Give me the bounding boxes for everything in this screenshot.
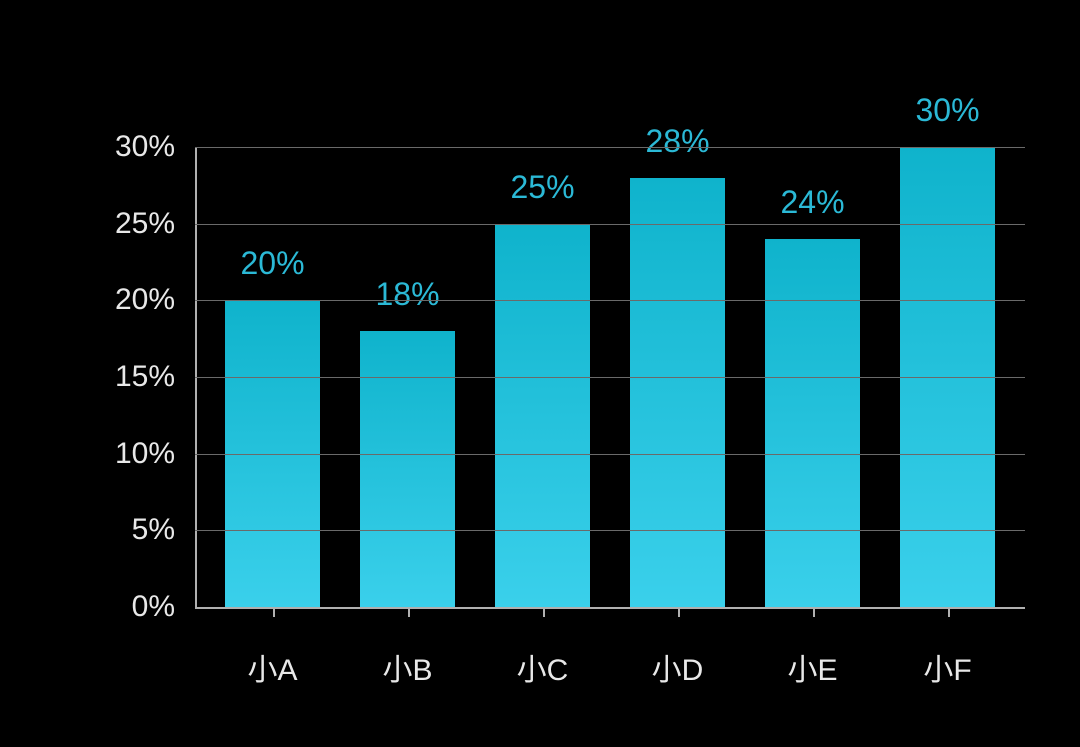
gridline xyxy=(195,300,1025,301)
gridline xyxy=(195,147,1025,148)
y-axis-tick-label: 10% xyxy=(115,437,175,471)
x-axis-tick xyxy=(543,607,545,617)
gridline xyxy=(195,377,1025,378)
x-axis-line xyxy=(195,607,1025,609)
x-axis-tick-label: 小C xyxy=(517,645,569,689)
x-axis-tick-label: 小A xyxy=(247,645,297,689)
y-axis-tick-label: 5% xyxy=(132,513,175,547)
y-axis-tick-label: 15% xyxy=(115,360,175,394)
bar-value-label: 25% xyxy=(510,169,574,206)
bar-value-label: 30% xyxy=(915,92,979,129)
x-axis-tick xyxy=(408,607,410,617)
x-axis-tick xyxy=(948,607,950,617)
gridline xyxy=(195,224,1025,225)
x-axis-tick xyxy=(813,607,815,617)
plot-area: 20%18%25%28%24%30% 0%5%10%15%20%25%30%小A… xyxy=(195,147,1025,607)
bar xyxy=(630,178,725,607)
bar xyxy=(765,239,860,607)
x-axis-tick-label: 小E xyxy=(787,645,837,689)
y-axis-tick-label: 30% xyxy=(115,130,175,164)
x-axis-tick-label: 小F xyxy=(923,645,971,689)
x-axis-tick xyxy=(273,607,275,617)
y-axis-tick-label: 0% xyxy=(132,590,175,624)
y-axis-tick-label: 25% xyxy=(115,207,175,241)
bar-value-label: 20% xyxy=(240,245,304,282)
bar-value-label: 28% xyxy=(645,123,709,160)
bar-value-label: 18% xyxy=(375,276,439,313)
y-axis-tick-label: 20% xyxy=(115,283,175,317)
bar xyxy=(360,331,455,607)
x-axis-tick-label: 小B xyxy=(382,645,432,689)
x-axis-tick xyxy=(678,607,680,617)
bar-value-label: 24% xyxy=(780,184,844,221)
gridline xyxy=(195,454,1025,455)
x-axis-tick-label: 小D xyxy=(652,645,704,689)
bar-chart: 20% 18% 25% 28% 24% 30% 0% 5% 10% 15% 20% 25% 30% 小A… xyxy=(0,0,1080,747)
gridline xyxy=(195,530,1025,531)
bar xyxy=(495,224,590,607)
